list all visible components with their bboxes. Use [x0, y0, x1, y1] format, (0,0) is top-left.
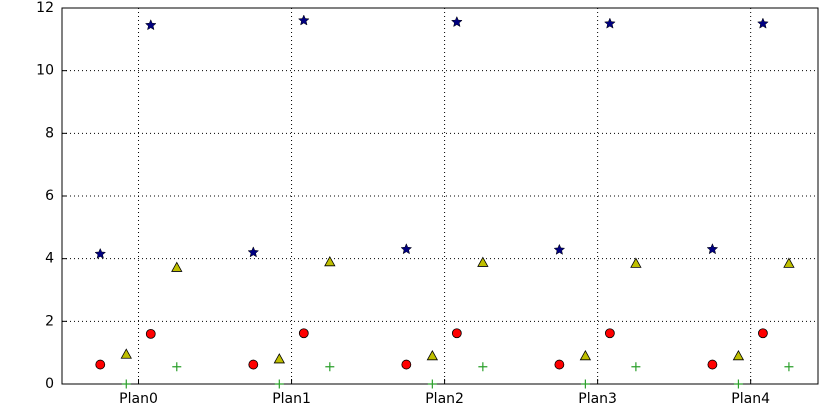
- star-marker: [706, 243, 719, 255]
- y-tick-label: 4: [45, 251, 54, 267]
- circle-marker: [707, 359, 718, 370]
- circle-marker: [401, 359, 412, 370]
- triangle-marker: [171, 261, 183, 272]
- plot-frame: [61, 7, 819, 385]
- star-marker: [247, 246, 260, 258]
- x-tick-label: Plan3: [578, 391, 617, 407]
- star-marker: [144, 19, 157, 31]
- star-marker: [297, 14, 310, 26]
- star-marker: [400, 243, 413, 255]
- triangle-marker: [426, 349, 439, 361]
- plus-marker: [733, 379, 743, 389]
- plus-marker: [478, 362, 488, 372]
- triangle-marker: [477, 256, 489, 267]
- circle-marker: [451, 328, 462, 339]
- triangle-marker: [579, 349, 592, 361]
- y-tick-label: 8: [45, 125, 54, 141]
- triangle-marker: [630, 257, 642, 268]
- plus-marker: [274, 379, 284, 389]
- circle-marker: [758, 328, 768, 339]
- triangle-marker: [732, 349, 745, 361]
- circle-marker: [604, 328, 615, 339]
- plus-marker: [325, 362, 335, 372]
- triangle-marker: [783, 257, 795, 268]
- circle-marker: [298, 328, 309, 339]
- x-tick-label: Plan2: [425, 391, 464, 407]
- star-marker: [94, 247, 107, 259]
- circle-marker: [145, 328, 156, 339]
- triangle-marker: [273, 353, 285, 364]
- star-marker: [757, 17, 769, 29]
- star-marker: [604, 17, 616, 29]
- plus-marker: [121, 379, 131, 389]
- plus-marker: [631, 362, 641, 372]
- y-tick-label: 2: [45, 313, 54, 329]
- x-tick-label: Plan0: [119, 391, 158, 407]
- x-tick-label: Plan4: [731, 391, 770, 407]
- plus-marker: [784, 362, 794, 372]
- y-tick-label: 10: [36, 63, 54, 79]
- y-tick-label: 6: [45, 188, 54, 204]
- x-tick-label: Plan1: [272, 391, 311, 407]
- y-tick-label: 0: [45, 376, 54, 392]
- circle-marker: [248, 359, 259, 370]
- circle-marker: [554, 359, 565, 370]
- triangle-marker: [324, 255, 336, 267]
- star-marker: [553, 243, 566, 255]
- plus-marker: [427, 379, 437, 389]
- y-tick-label: 12: [36, 0, 54, 16]
- star-marker: [450, 15, 463, 28]
- plus-marker: [172, 362, 182, 372]
- circle-marker: [95, 359, 106, 370]
- triangle-marker: [120, 348, 132, 359]
- plus-marker: [580, 379, 590, 389]
